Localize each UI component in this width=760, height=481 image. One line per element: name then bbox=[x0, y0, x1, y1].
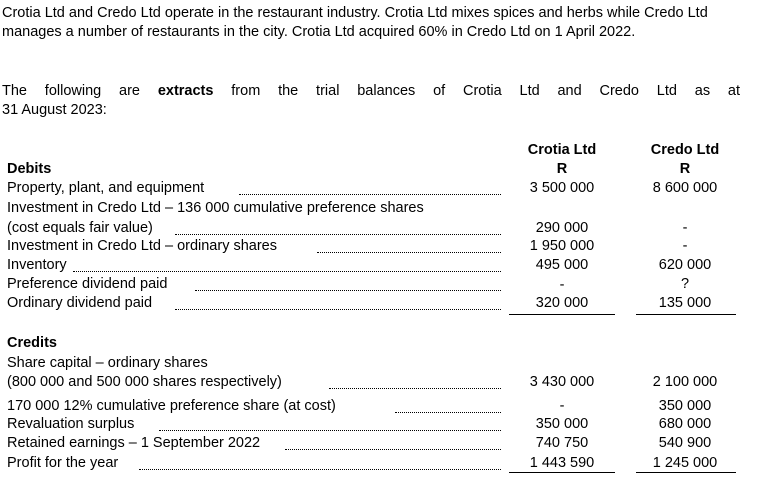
debit-invord-crotia: 1 950 000 bbox=[529, 238, 595, 254]
debit-inventory-crotia: 495 000 bbox=[535, 257, 589, 273]
intro-paragraph-2: The following are extracts from the tria… bbox=[2, 82, 740, 120]
intro-text-after: from the trial balances of Crotia Ltd an… bbox=[213, 83, 740, 99]
credit-row-profit: Profit for the year bbox=[7, 454, 501, 473]
debit-row-ppe: Property, plant, and equipment bbox=[7, 179, 501, 198]
debit-invord-credo: - bbox=[682, 238, 688, 254]
row-label: Profit for the year bbox=[7, 454, 120, 473]
intro-paragraph-2-line-2: 31 August 2023: bbox=[2, 102, 107, 118]
intro-text-before: The following are bbox=[2, 83, 158, 99]
credit-prefshares-credo: 350 000 bbox=[658, 398, 712, 414]
credit-row-share-capital: (800 000 and 500 000 shares respectively… bbox=[7, 373, 501, 392]
debit-invpref-credo: - bbox=[682, 220, 688, 236]
credit-row-revaluation: Revaluation surplus bbox=[7, 415, 501, 434]
credit-profit-crotia: 1 443 590 bbox=[529, 455, 595, 471]
row-label: (cost equals fair value) bbox=[7, 219, 154, 238]
credits-underline-crotia bbox=[509, 472, 615, 473]
debits-underline-crotia bbox=[509, 314, 615, 315]
debit-orddiv-credo: 135 000 bbox=[658, 295, 712, 311]
credit-row-retained-earnings: Retained earnings – 1 September 2022 bbox=[7, 434, 501, 453]
column-header-credo: Credo Ltd bbox=[650, 142, 720, 158]
debit-ppe-crotia: 3 500 000 bbox=[529, 180, 595, 196]
debit-row-pref-dividend: Preference dividend paid bbox=[7, 275, 501, 294]
debit-orddiv-crotia: 320 000 bbox=[535, 295, 589, 311]
credit-profit-credo: 1 245 000 bbox=[652, 455, 718, 471]
debit-ppe-credo: 8 600 000 bbox=[652, 180, 718, 196]
row-label: Ordinary dividend paid bbox=[7, 294, 154, 313]
row-label: Investment in Credo Ltd – 136 000 cumula… bbox=[7, 199, 425, 218]
credit-reval-crotia: 350 000 bbox=[535, 416, 589, 432]
credit-retained-credo: 540 900 bbox=[658, 435, 712, 451]
debit-row-investment-pref-heading: Investment in Credo Ltd – 136 000 cumula… bbox=[7, 199, 501, 218]
credit-retained-crotia: 740 750 bbox=[535, 435, 589, 451]
credit-sharecap-crotia: 3 430 000 bbox=[529, 374, 595, 390]
row-label: Inventory bbox=[7, 256, 68, 275]
debit-row-investment-pref: (cost equals fair value) bbox=[7, 219, 501, 238]
intro-paragraph-1: Crotia Ltd and Credo Ltd operate in the … bbox=[2, 5, 708, 40]
credit-sharecap-credo: 2 100 000 bbox=[652, 374, 718, 390]
row-label: Revaluation surplus bbox=[7, 415, 136, 434]
debit-row-investment-ordinary: Investment in Credo Ltd – ordinary share… bbox=[7, 237, 501, 256]
credit-row-share-capital-heading: Share capital – ordinary shares bbox=[7, 354, 501, 373]
credit-reval-credo: 680 000 bbox=[658, 416, 712, 432]
row-label: (800 000 and 500 000 shares respectively… bbox=[7, 373, 283, 392]
row-label: Property, plant, and equipment bbox=[7, 179, 206, 198]
debits-underline-credo bbox=[636, 314, 736, 315]
debit-invpref-crotia: 290 000 bbox=[535, 220, 589, 236]
debit-row-inventory: Inventory bbox=[7, 256, 501, 275]
row-label: 170 000 12% cumulative preference share … bbox=[7, 397, 337, 416]
debit-inventory-credo: 620 000 bbox=[658, 257, 712, 273]
debits-heading: Debits bbox=[7, 161, 52, 177]
credit-prefshares-crotia: - bbox=[559, 398, 565, 414]
row-label: Retained earnings – 1 September 2022 bbox=[7, 434, 262, 453]
debit-row-ord-dividend: Ordinary dividend paid bbox=[7, 294, 501, 313]
column-currency-crotia: R bbox=[556, 161, 568, 177]
row-label: Preference dividend paid bbox=[7, 275, 169, 294]
column-header-crotia: Crotia Ltd bbox=[527, 142, 597, 158]
debit-prefdiv-crotia: - bbox=[559, 277, 565, 293]
row-label: Share capital – ordinary shares bbox=[7, 354, 209, 373]
credits-heading: Credits bbox=[7, 335, 57, 351]
column-currency-credo: R bbox=[679, 161, 691, 177]
credit-row-pref-shares: 170 000 12% cumulative preference share … bbox=[7, 397, 501, 416]
intro-paragraph-2-line-1: The following are extracts from the tria… bbox=[2, 82, 740, 101]
intro-bold-word: extracts bbox=[157, 83, 214, 99]
debit-prefdiv-credo: ? bbox=[680, 276, 690, 292]
row-label: Investment in Credo Ltd – ordinary share… bbox=[7, 237, 278, 256]
credits-underline-credo bbox=[636, 472, 736, 473]
